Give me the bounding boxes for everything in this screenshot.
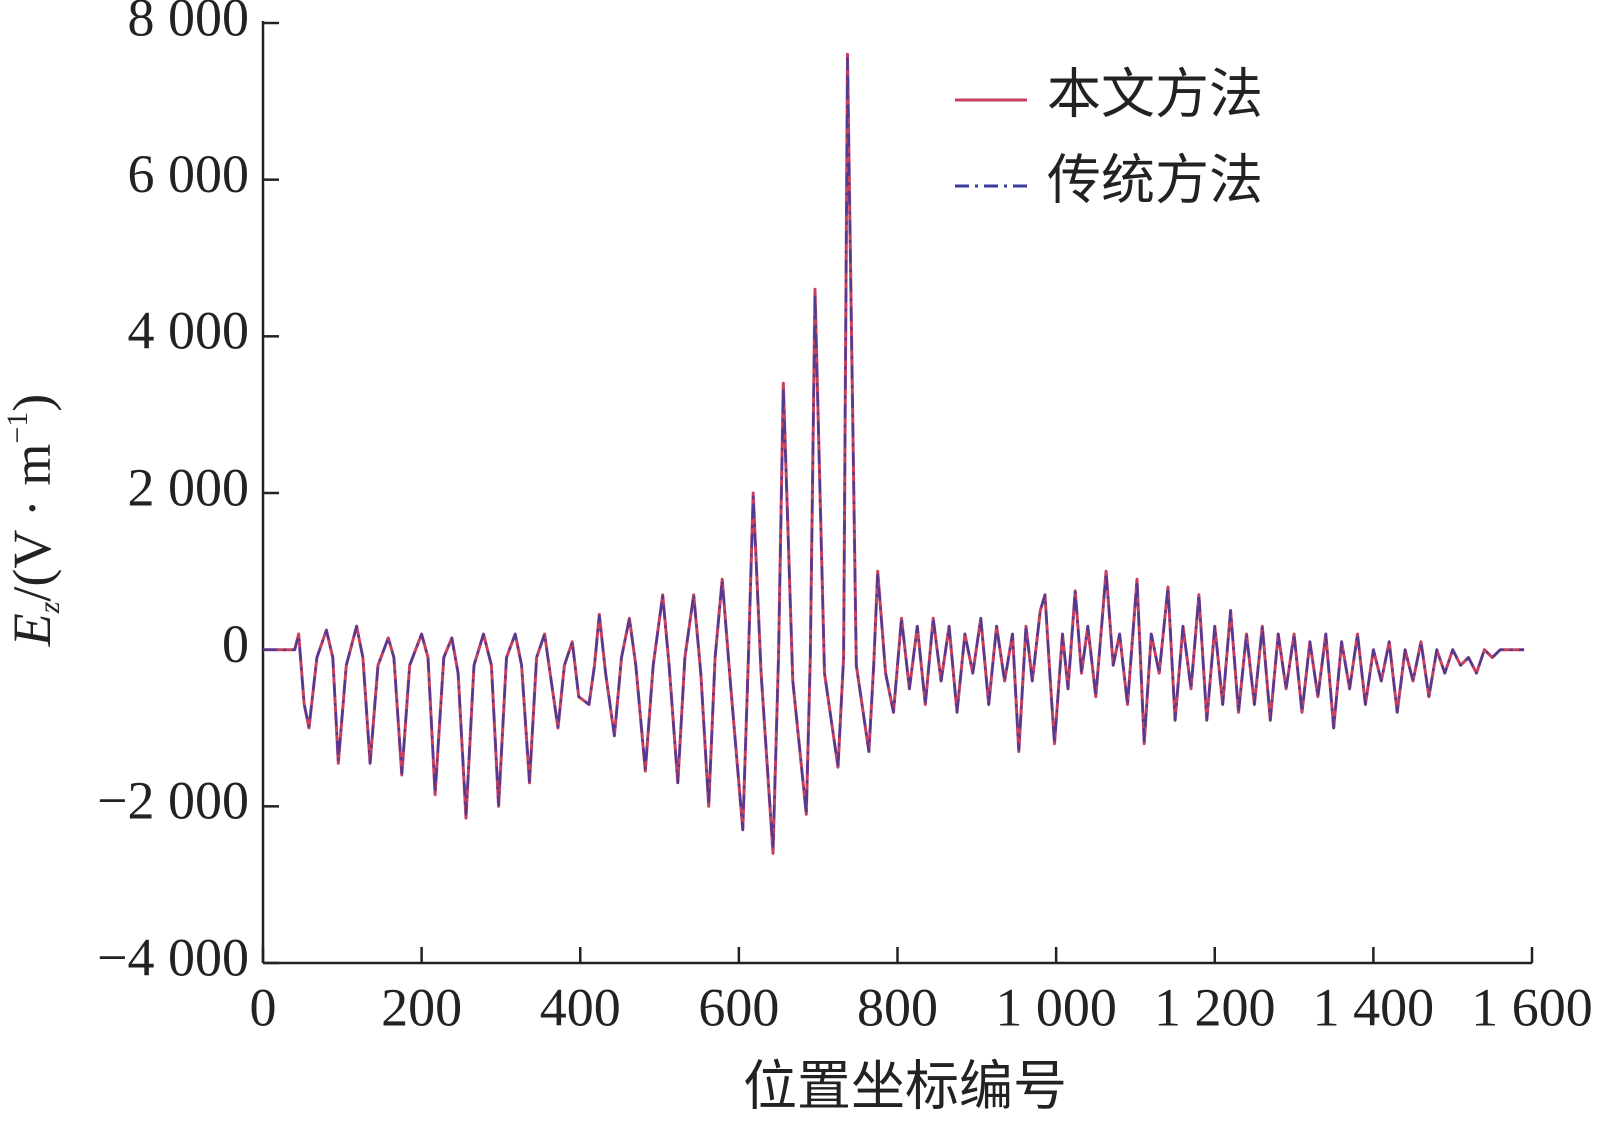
x-tick-label: 1 600	[1471, 977, 1593, 1037]
y-label-part: )	[2, 394, 62, 412]
x-tick-label: 1 400	[1313, 977, 1435, 1037]
y-axis-label: Ez/(V · m−1)	[1, 394, 66, 648]
series-line	[263, 57, 1525, 851]
y-label-part: z	[33, 601, 66, 614]
y-tick-label: 0	[222, 614, 249, 674]
x-axis-label: 位置坐标编号	[743, 1056, 1067, 1116]
y-label-part: E	[2, 613, 62, 647]
y-tick-label: 6 000	[128, 144, 250, 204]
x-tick-label: 400	[540, 977, 621, 1037]
y-tick-label: 8 000	[128, 0, 250, 47]
legend-label: 传统方法	[1047, 150, 1263, 210]
legend-label: 本文方法	[1047, 64, 1263, 124]
y-tick-label: 2 000	[128, 457, 250, 517]
series-line	[263, 52, 1525, 855]
x-tick-label: 800	[857, 977, 938, 1037]
x-tick-label: 0	[250, 977, 277, 1037]
x-tick-label: 1 000	[995, 977, 1117, 1037]
x-tick-label: 600	[698, 977, 779, 1037]
y-tick-label: −2 000	[97, 771, 249, 831]
y-label-part: /(V · m	[2, 444, 62, 602]
y-tick-label: −4 000	[97, 927, 249, 987]
y-label-part: −1	[1, 412, 34, 444]
y-tick-label: 4 000	[128, 301, 250, 361]
x-tick-label: 1 200	[1154, 977, 1276, 1037]
x-tick-label: 200	[381, 977, 462, 1037]
